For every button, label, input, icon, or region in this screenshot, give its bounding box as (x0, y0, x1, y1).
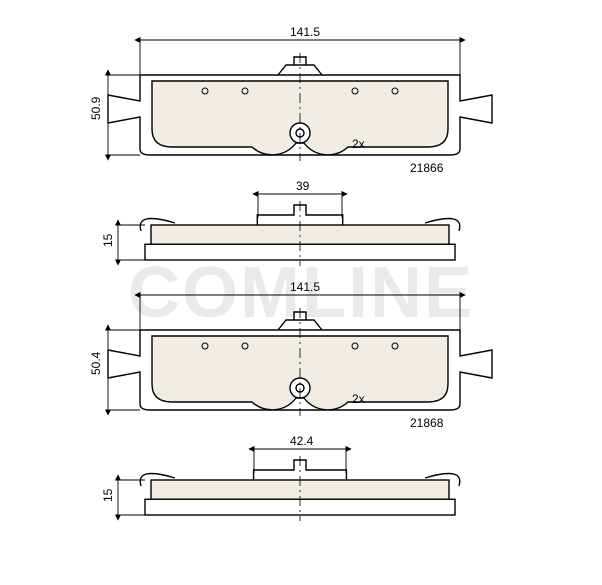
label-pn1: 21866 (410, 161, 444, 175)
dim-w1: 141.5 (290, 25, 320, 39)
label-qty1: 2x (352, 137, 365, 151)
label-pn2: 21868 (410, 416, 444, 430)
drawing-svg: 141.5 50.9 39 15 141.5 50.4 42.4 15 2x 21866 2x 218… (0, 0, 602, 585)
technical-drawing: COMLINE 141.550.93915141.550.442.4152x21… (0, 0, 602, 585)
dim-h1: 50.9 (89, 96, 103, 120)
dim-sh2: 15 (101, 488, 115, 502)
dim-h2: 50.4 (89, 351, 103, 375)
dim-w2: 141.5 (290, 280, 320, 294)
dim-cw2: 42.4 (290, 434, 314, 448)
dim-cw1: 39 (296, 179, 310, 193)
dim-sh1: 15 (101, 233, 115, 247)
label-qty2: 2x (352, 392, 365, 406)
